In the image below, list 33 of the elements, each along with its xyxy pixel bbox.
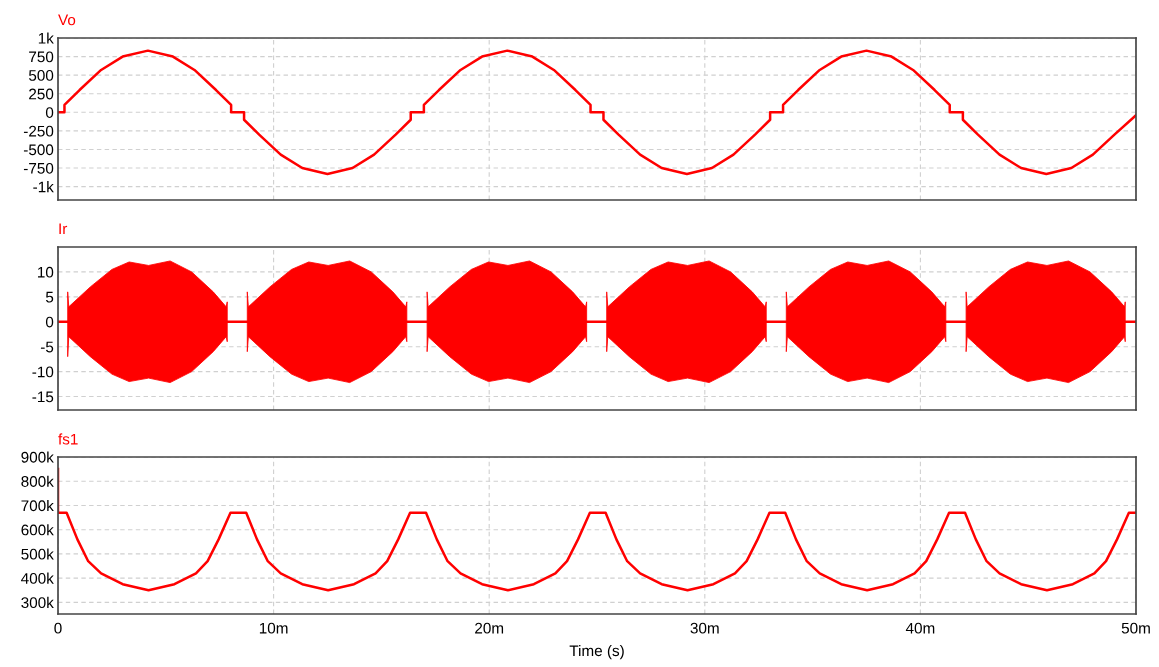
x-tick-label: 30m	[690, 622, 719, 634]
y-tick-label: -1k	[33, 181, 54, 193]
y-tick-label: 900k	[21, 451, 54, 463]
y-tick-label: 300k	[21, 596, 54, 609]
y-tick-label: 500	[28, 70, 54, 81]
x-tick-label: 50m	[1121, 622, 1150, 634]
text: Ir	[59, 223, 68, 235]
y-tick-label: -15	[32, 391, 54, 403]
y-tick-label: -10	[32, 366, 54, 378]
y-tick-label: 500k	[21, 548, 54, 560]
y-tick-label: 10	[38, 266, 54, 278]
y-tick-label: -5	[40, 341, 54, 353]
y-tick-label: 600k	[21, 524, 54, 536]
y-tick-label: -500	[23, 144, 54, 156]
y-tick-label: 750	[29, 51, 54, 63]
series-label: fs1	[58, 433, 78, 445]
text: Vo	[58, 14, 76, 26]
x-axis-title: Time (s)	[569, 644, 624, 660]
x-tick-label: 40m	[905, 622, 935, 634]
y-tick-label: 700k	[21, 499, 54, 512]
y-tick-label: -250	[23, 125, 54, 137]
y-tick-label: -750	[23, 162, 54, 174]
y-tick-label: 0	[45, 316, 54, 328]
x-tick-label: 0	[54, 622, 62, 634]
y-tick-label: 1k	[38, 32, 54, 44]
y-tick-label: 800k	[21, 475, 54, 487]
y-tick-label: 5	[45, 291, 54, 303]
x-tick-label: 10m	[259, 622, 288, 634]
y-tick-label: 250	[29, 88, 54, 100]
y-tick-label: 400k	[21, 572, 54, 584]
line-series	[58, 49, 1136, 176]
x-tick-label: 20m	[475, 622, 504, 634]
y-tick-label: 0	[45, 107, 54, 118]
